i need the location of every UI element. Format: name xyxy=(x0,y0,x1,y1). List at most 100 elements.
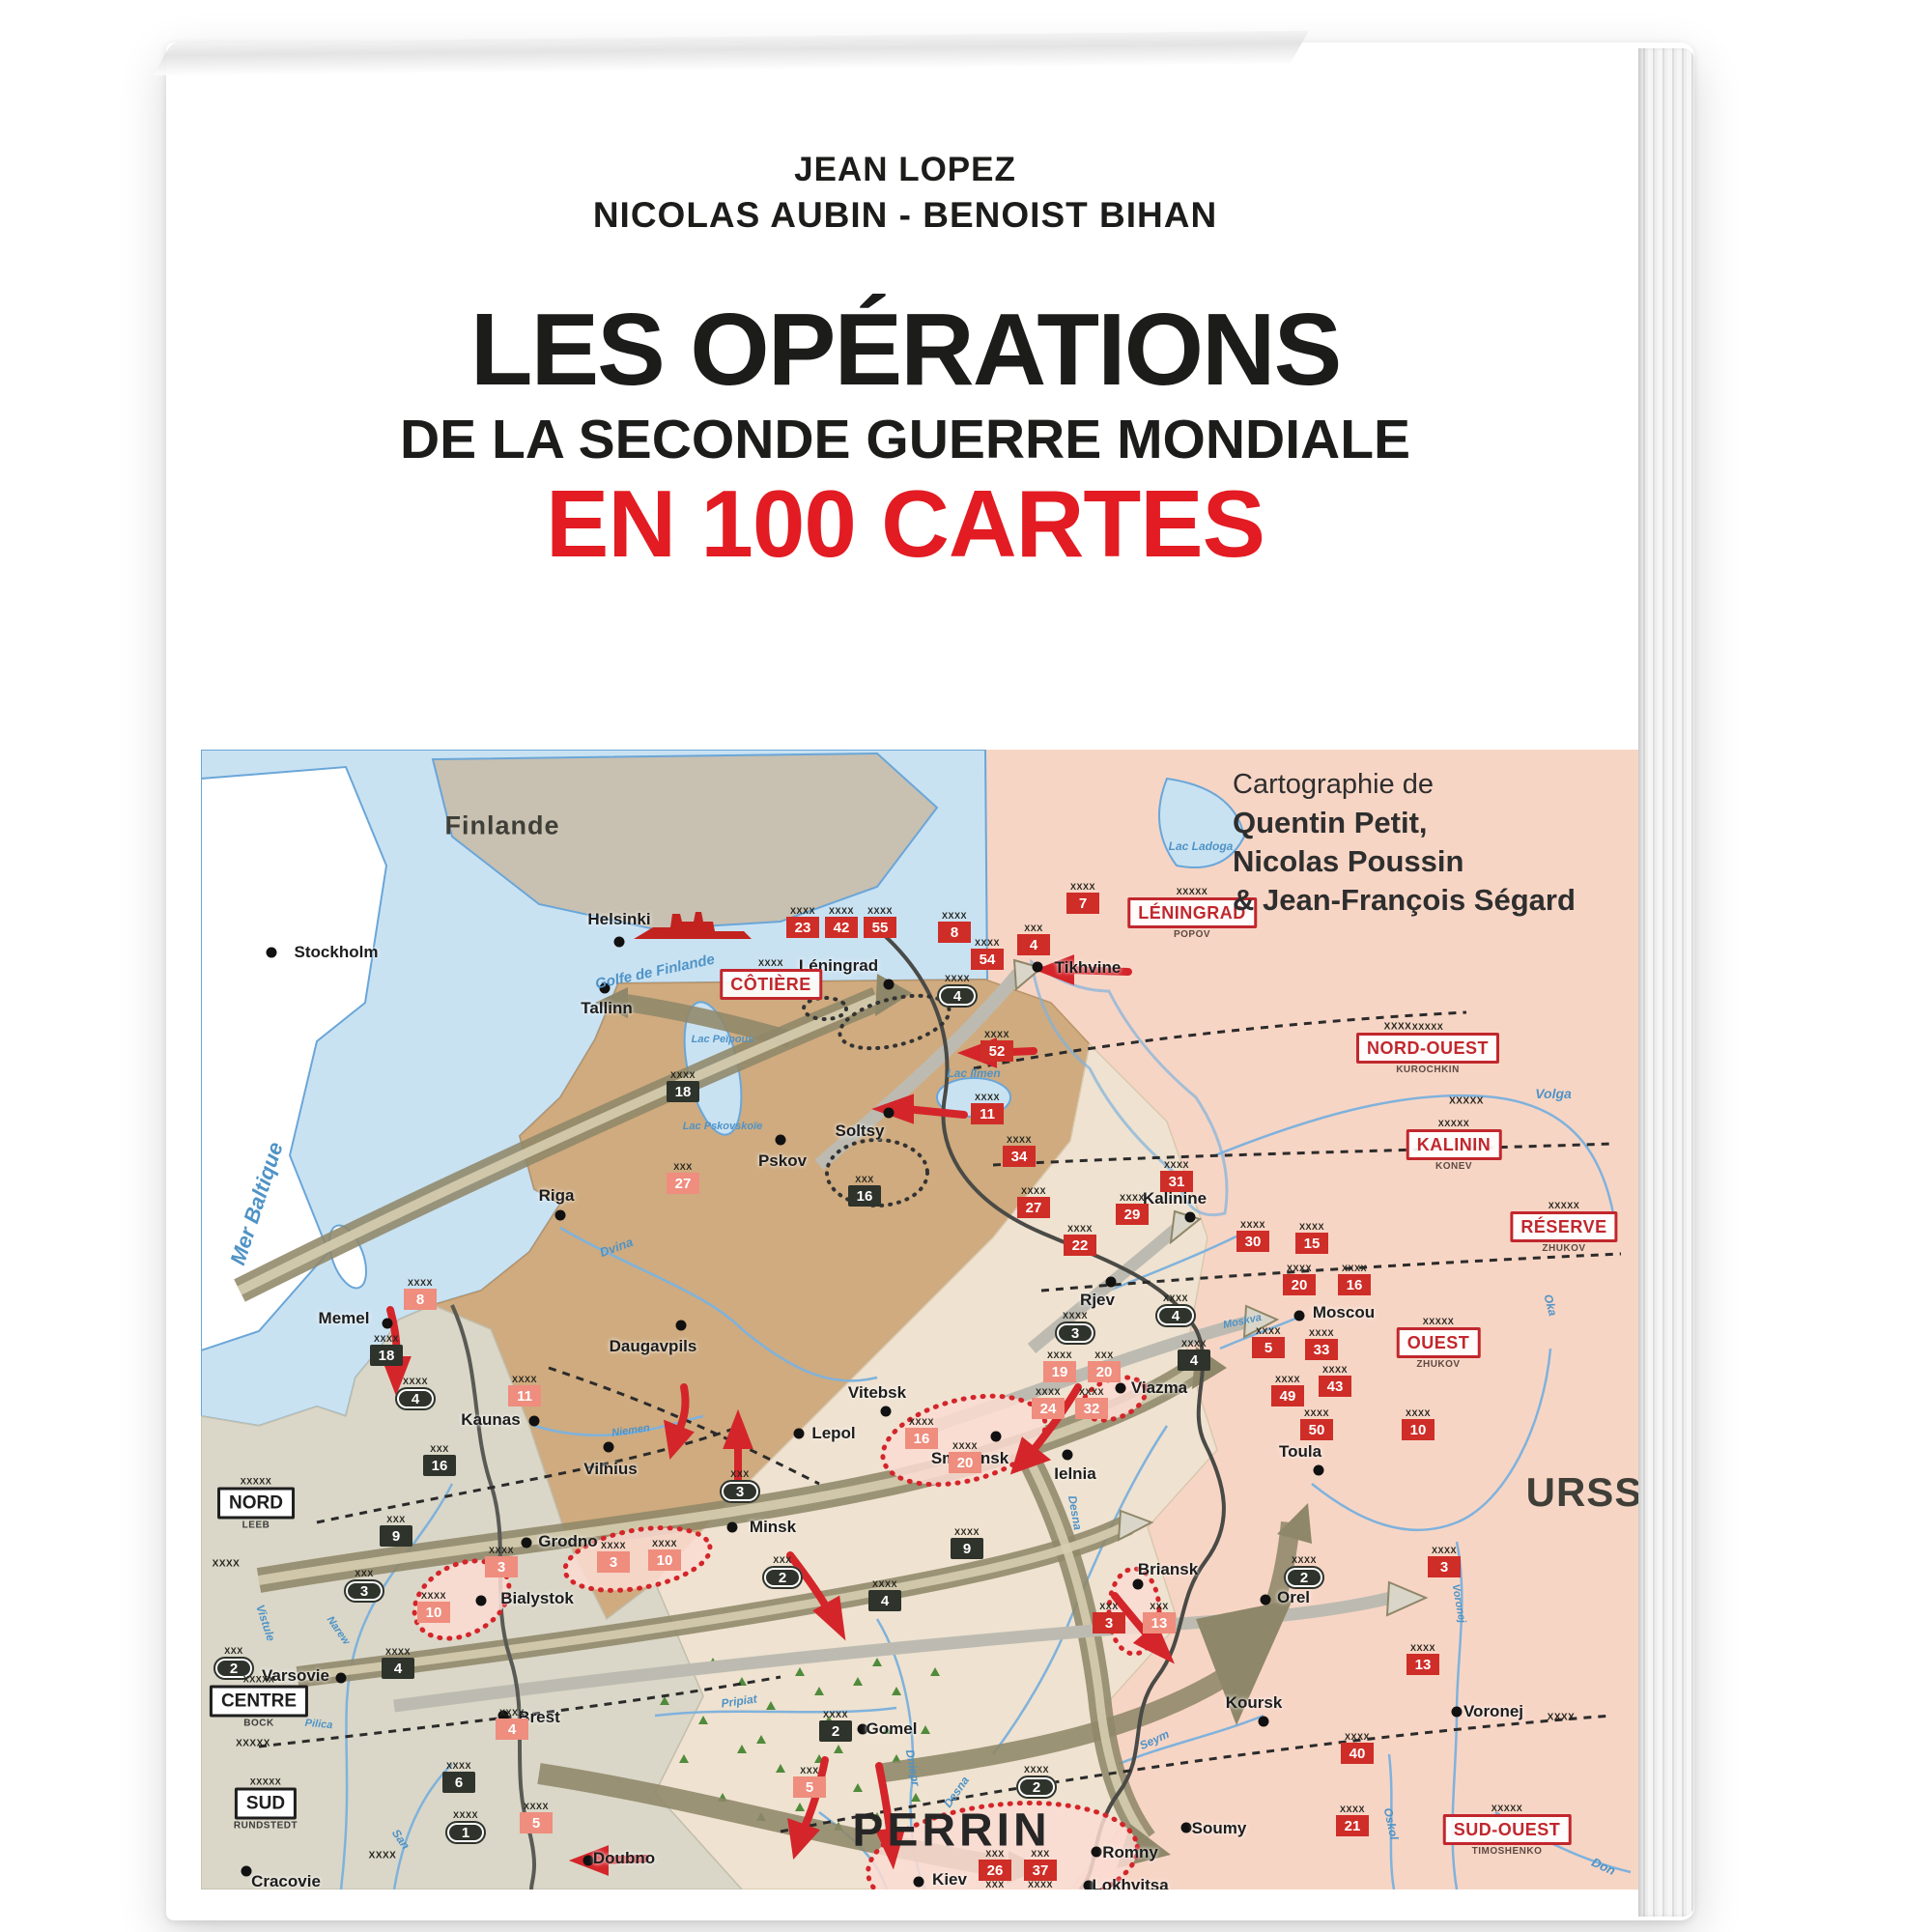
city-label: Kiev xyxy=(932,1870,967,1889)
unit-echelon: XXX xyxy=(1031,1849,1050,1859)
unit-chip-4: XXXX 4 xyxy=(395,1378,436,1410)
city-dot-Moscou xyxy=(1293,1310,1305,1321)
front-commander: ZHUKOV xyxy=(1542,1243,1586,1254)
unit-chip-4: XXX 4 xyxy=(1017,924,1050,955)
unit-number: 34 xyxy=(1003,1146,1036,1167)
unit-echelon: XXXX xyxy=(1020,1186,1046,1196)
unit-chip-10: XXXX 10 xyxy=(648,1540,681,1571)
city-label: Rjev xyxy=(1080,1291,1115,1309)
unit-number: 49 xyxy=(1271,1385,1304,1406)
unit-number: 2 xyxy=(762,1566,803,1589)
front-echelon: XXXXX xyxy=(1491,1804,1523,1813)
unit-number: 10 xyxy=(648,1549,681,1571)
city-dot-Briansk xyxy=(1132,1578,1144,1590)
unit-number: 13 xyxy=(1143,1612,1176,1634)
unit-echelon: XXXX xyxy=(828,906,854,916)
unit-chip-13: XXXX 13 xyxy=(1406,1644,1439,1675)
unit-echelon: XXXX xyxy=(983,1030,1009,1039)
unit-number: 13 xyxy=(1406,1654,1439,1675)
unit-echelon: XXXX xyxy=(1119,1193,1145,1203)
water-label: Dvina xyxy=(597,1234,636,1261)
unit-number: 37 xyxy=(1024,1860,1057,1881)
city-label: Lepol xyxy=(811,1424,856,1442)
army-group-NORD: XXXXX NORD LEEB xyxy=(217,1476,295,1531)
unit-number: 3 xyxy=(1428,1556,1461,1577)
unit-number: 3 xyxy=(1093,1612,1125,1634)
front-echelon: XXXXX xyxy=(1437,1119,1470,1128)
boundary-mark: XXXXX xyxy=(1449,1095,1484,1107)
unit-echelon: XXXX xyxy=(384,1647,411,1657)
city-label: Briansk xyxy=(1137,1560,1199,1578)
unit-chip-21: XXXX 21 xyxy=(1336,1805,1369,1836)
unit-number: 31 xyxy=(1160,1171,1193,1192)
city-dot-Bialystok xyxy=(475,1595,487,1606)
front-name: CÔTIÈRE xyxy=(720,969,822,1000)
unit-echelon: XXXX xyxy=(651,1539,677,1548)
unit-chip-2: XXXX 2 xyxy=(1016,1766,1057,1799)
city-dot-Daugavpils xyxy=(675,1320,687,1331)
front-line-jun-1941 xyxy=(450,1304,536,1889)
unit-number: 4 xyxy=(937,984,978,1008)
unit-number: 20 xyxy=(949,1452,981,1473)
unit-chip-27: XXX 27 xyxy=(667,1163,699,1194)
city-dot-Varsovie xyxy=(335,1672,347,1684)
city-dot-Tallinn xyxy=(599,982,611,994)
credit-name-2: Nicolas Poussin xyxy=(1233,843,1464,878)
city-label: Viazma xyxy=(1130,1378,1188,1397)
unit-echelon: XXXX xyxy=(1066,1224,1093,1234)
unit-echelon: XXXX xyxy=(1046,1350,1072,1360)
unit-number: 9 xyxy=(951,1538,983,1559)
unit-chip-5: XXX 5 xyxy=(793,1767,826,1798)
volkhov-waterways xyxy=(1030,958,1229,1217)
unit-number: 21 xyxy=(1336,1815,1369,1836)
unit-chip-26: XXX 26 XXX xyxy=(979,1850,1011,1889)
title-line-3: EN 100 CARTES xyxy=(545,470,1265,577)
unit-echelon: XXXX xyxy=(974,938,1000,948)
unit-echelon: XXXX xyxy=(1255,1326,1281,1336)
unit-chip-16: XXXX 16 xyxy=(905,1418,938,1449)
water-label: Desna xyxy=(1065,1494,1086,1531)
city-dot-Minsk xyxy=(726,1521,738,1533)
city-label: Helsinki xyxy=(587,910,651,928)
hq-echelon: XXXXX xyxy=(242,1674,275,1685)
front-echelon: XXXXX xyxy=(1548,1201,1580,1210)
water-label: Voronej xyxy=(1449,1582,1468,1625)
unit-number: 2 xyxy=(819,1720,852,1742)
boundary-mark: XXXX xyxy=(1547,1712,1576,1723)
unit-echelon: XXXX xyxy=(1298,1222,1324,1232)
region-label-URSS: URSS xyxy=(1525,1469,1638,1515)
city-dot-Kalinine xyxy=(1184,1211,1196,1223)
unit-number: 5 xyxy=(793,1776,826,1798)
unit-chip-4: XXXX 4 xyxy=(937,975,978,1008)
unit-chip-42: XXXX 42 xyxy=(825,907,858,938)
unit-echelon: XXXX xyxy=(488,1546,514,1555)
unit-number: 2 xyxy=(1016,1776,1057,1799)
water-label: Vistule xyxy=(253,1603,278,1643)
unit-echelon: XXX xyxy=(1150,1602,1169,1611)
unit-number: 16 xyxy=(905,1428,938,1449)
front-name: SUD-OUEST xyxy=(1442,1814,1572,1845)
unit-chip-3: XXX 3 xyxy=(1093,1603,1125,1634)
unit-chip-13: XXX 13 xyxy=(1143,1603,1176,1634)
unit-number: 4 xyxy=(382,1658,414,1679)
unit-number: 18 xyxy=(667,1081,699,1102)
hq-name: CENTRE xyxy=(209,1685,309,1718)
water-label: Narew xyxy=(324,1614,353,1647)
battleship-icon xyxy=(634,912,752,939)
water-label: Oka xyxy=(1541,1293,1560,1318)
unit-chip-20: XXXX 20 xyxy=(949,1442,981,1473)
unit-number: 3 xyxy=(597,1551,630,1573)
map-geography xyxy=(201,750,1632,1889)
city-label: Voronej xyxy=(1463,1702,1524,1720)
unit-echelon: XXXX xyxy=(944,974,970,983)
front-name: NORD-OUEST xyxy=(1356,1033,1499,1064)
unit-echelon: XXXX xyxy=(953,1527,980,1537)
unit-number: 33 xyxy=(1305,1339,1338,1360)
unit-chip-10: XXXX 10 xyxy=(417,1592,450,1623)
unit-number: 23 xyxy=(786,917,819,938)
boundary-mark: XXXX xyxy=(1383,1021,1412,1033)
unit-echelon: XXXX xyxy=(511,1375,537,1384)
unit-chip-20: XXXX 20 xyxy=(1283,1264,1316,1295)
unit-echelon: XXXX xyxy=(1274,1375,1300,1384)
hq-echelon: XXXXX xyxy=(240,1476,272,1487)
